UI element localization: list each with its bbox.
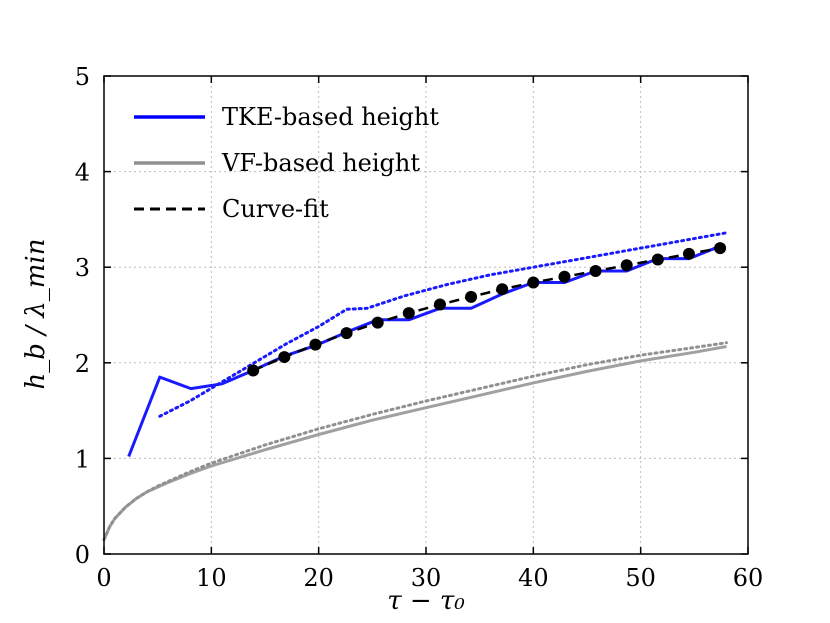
legend-label-curve-fit: Curve-fit — [222, 195, 329, 223]
series-line-vf-based-height-dotted — [102, 341, 728, 542]
y-tick-label: 1 — [75, 445, 90, 473]
series-line-vf-based-height — [102, 345, 727, 541]
x-tick-label: 10 — [196, 564, 227, 592]
y-tick-label: 0 — [75, 541, 90, 569]
curve-fit-point — [682, 247, 695, 260]
series-group — [102, 231, 728, 542]
curve-fit-point — [714, 242, 727, 255]
y-tick-label: 2 — [75, 350, 90, 378]
y-tick-label: 5 — [75, 63, 90, 91]
curve-fit-point — [309, 338, 322, 351]
curve-fit-point — [247, 364, 260, 377]
curve-fit-point — [651, 253, 664, 266]
curve-fit-point — [496, 283, 509, 296]
x-tick-label: 30 — [411, 564, 442, 592]
curve-fit-point — [527, 276, 540, 289]
x-tick-label: 20 — [303, 564, 334, 592]
x-tick-label: 60 — [733, 564, 764, 592]
curve-fit-point — [620, 259, 633, 272]
curve-fit-point — [589, 265, 602, 278]
x-tick-label: 50 — [625, 564, 656, 592]
grid — [104, 76, 748, 554]
y-tick-label: 3 — [75, 254, 90, 282]
curve-fit-point — [402, 307, 415, 320]
series-line-tke-based-height — [127, 244, 721, 458]
curve-fit-point — [340, 327, 353, 340]
legend: TKE-based height VF-based height Curve-f… — [134, 103, 439, 223]
x-tick-label: 0 — [96, 564, 111, 592]
curve-fit-point — [558, 270, 571, 283]
x-tick-label: 40 — [518, 564, 549, 592]
legend-label-tke: TKE-based height — [222, 103, 439, 131]
legend-label-vf: VF-based height — [221, 149, 420, 177]
series-line-curve-fit — [252, 246, 721, 372]
curve-fit-point — [371, 316, 384, 329]
curve-fit-point — [278, 351, 291, 364]
y-axis-label: h_b / λ_min — [21, 239, 51, 390]
series-line-tke-based-height-dotted — [158, 231, 728, 418]
axis-ticks: 0 10 20 30 40 50 60 0 1 2 3 4 5 — [75, 63, 764, 592]
curve-fit-point — [465, 290, 478, 303]
curve-fit-point — [433, 298, 446, 311]
y-tick-label: 4 — [75, 159, 90, 187]
x-axis-label: τ − τ₀ — [387, 586, 465, 616]
